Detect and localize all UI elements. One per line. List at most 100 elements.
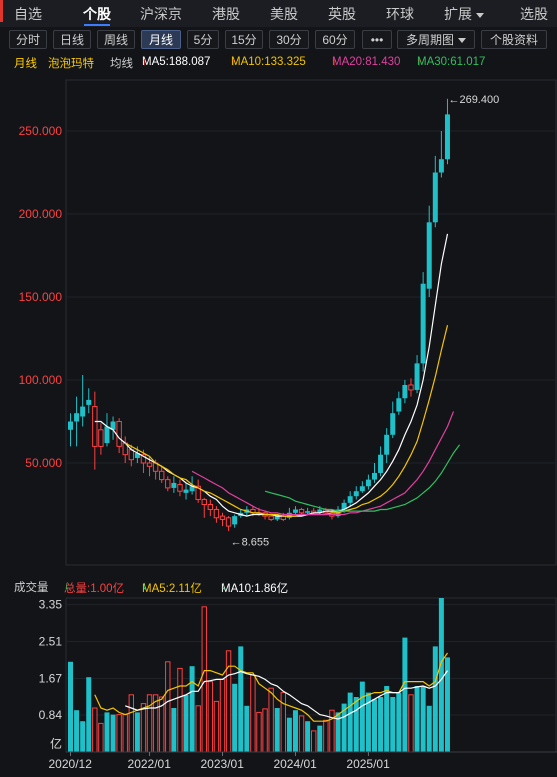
legend-ma5-value: MA5:188.087 (142, 56, 211, 68)
volume-label: 成交量 (14, 582, 49, 594)
candle (201, 499, 207, 505)
tab-stock[interactable]: 个股 (83, 6, 111, 22)
period-selector: 分时 日线 周线 月线 5分 15分 30分 60分 ••• 多周期图 个股资料 (0, 28, 557, 52)
stock-profile-button[interactable]: 个股资料 (481, 30, 547, 49)
arrow-down-icon: ↓ (142, 580, 148, 592)
volume-bar (98, 722, 104, 753)
price-chart[interactable]: 250.000 200.000 150.000 100.000 50.000 ←269.4… (0, 70, 557, 575)
period-daily-button[interactable]: 日线 (53, 30, 91, 49)
candle (116, 421, 122, 447)
period-weekly-button[interactable]: 周线 (97, 30, 135, 49)
accent-marker (0, 0, 3, 22)
volume-bar (323, 719, 329, 753)
period-monthly-button[interactable]: 月线 (141, 30, 181, 49)
legend-ma-label[interactable]: 均线 (110, 58, 133, 70)
candle (365, 479, 371, 487)
volume-bar (438, 598, 444, 752)
candle (359, 486, 365, 492)
candle (298, 508, 305, 514)
candle (341, 502, 347, 510)
candle (146, 462, 153, 467)
candle (372, 472, 377, 480)
more-periods-button[interactable]: ••• (362, 30, 392, 49)
volume-bar (292, 710, 298, 752)
volume-ma10-value: MA10:1.86亿 (221, 583, 289, 595)
multi-period-label: 多周期图 (405, 33, 454, 47)
volume-bar (146, 694, 153, 753)
tab-global[interactable]: 环球 (386, 6, 414, 22)
candle (74, 413, 80, 422)
tab-watchlist[interactable]: 自选 (14, 6, 42, 22)
multi-period-button[interactable]: 多周期图 (397, 30, 475, 49)
volume-chart[interactable]: 3.35 2.51 1.67 0.84 亿 2020/12 2022/01 2023/01 20… (0, 594, 557, 777)
volume-bar (359, 681, 365, 752)
low-price-label: ←8.655 (231, 537, 270, 549)
volume-unit-label: 亿 (50, 736, 62, 751)
volume-bar (341, 703, 347, 752)
period-60min-button[interactable]: 60分 (315, 30, 355, 49)
volume-bar (262, 708, 268, 753)
legend-stock-name: 泡泡玛特 (48, 58, 94, 70)
time-tick-label: 2024/01 (273, 757, 317, 771)
volume-bar (329, 709, 335, 753)
candle (414, 363, 420, 390)
tab-uk[interactable]: 英股 (328, 6, 356, 22)
candle (213, 508, 220, 519)
candle (98, 429, 104, 447)
period-15min-button[interactable]: 15分 (225, 30, 263, 49)
volume-bar (152, 694, 159, 753)
volume-bar (86, 677, 92, 752)
legend-ma10-value: MA10:133.325 (231, 56, 306, 68)
tab-extend[interactable]: 扩展 (444, 4, 484, 24)
volume-bar (134, 712, 140, 752)
ma30-line (264, 444, 461, 512)
volume-bar (390, 697, 396, 752)
volume-bar (219, 678, 226, 753)
volume-bar (122, 714, 128, 753)
candle (292, 509, 298, 513)
volume-bar (165, 661, 171, 753)
period-5min-button[interactable]: 5分 (187, 30, 219, 49)
volume-ma5-value: MA5:2.11亿 (142, 583, 202, 595)
time-tick-label: 2022/01 (128, 757, 172, 771)
volume-bar (408, 694, 414, 753)
arrow-down-icon: ↓ (221, 580, 227, 592)
price-tick-label: 150.000 (19, 290, 63, 304)
volume-ma10-line (124, 670, 448, 720)
volume-tick-label: 3.35 (39, 598, 63, 612)
volume-bar (384, 686, 390, 752)
time-tick-label: 2023/01 (201, 757, 245, 771)
candle (110, 421, 116, 430)
volume-bar (183, 694, 189, 752)
volume-bar (80, 721, 86, 752)
candle (140, 454, 147, 464)
period-30min-button[interactable]: 30分 (269, 30, 309, 49)
volume-bar (92, 707, 98, 753)
candle (378, 454, 384, 473)
time-tick-label: 2020/12 (49, 757, 93, 771)
volume-bar (286, 717, 292, 752)
ma20-line (191, 411, 455, 516)
arrow-up-icon: ↑ (417, 56, 423, 68)
tab-shanghai-shenzhen[interactable]: 沪深京 (140, 6, 182, 22)
price-tick-label: 50.000 (25, 456, 62, 470)
volume-bar (372, 699, 377, 752)
tab-stock-picker[interactable]: 选股 (520, 6, 548, 22)
volume-bar (274, 708, 280, 752)
candle (353, 491, 359, 497)
price-tick-label: 100.000 (19, 373, 63, 387)
time-tick-label: 2025/01 (346, 757, 390, 771)
legend-ma30-value: MA30:61.017 (417, 56, 486, 68)
tab-hongkong[interactable]: 港股 (212, 6, 240, 22)
volume-bar (140, 703, 147, 753)
candle (104, 426, 110, 444)
candle (286, 512, 292, 518)
volume-bar (420, 686, 426, 752)
tab-us[interactable]: 美股 (270, 6, 298, 22)
volume-legend: 成交量 总量:1.00亿 ↓ MA5:2.11亿 ↓ MA10:1.86亿 ↓ (0, 578, 557, 595)
period-intraday-button[interactable]: 分时 (9, 30, 47, 49)
top-navigation: 自选 个股 沪深京 港股 美股 英股 环球 扩展 选股 (0, 0, 557, 27)
legend-period: 月线 (14, 58, 37, 70)
candle (274, 516, 280, 520)
candle (80, 406, 86, 417)
